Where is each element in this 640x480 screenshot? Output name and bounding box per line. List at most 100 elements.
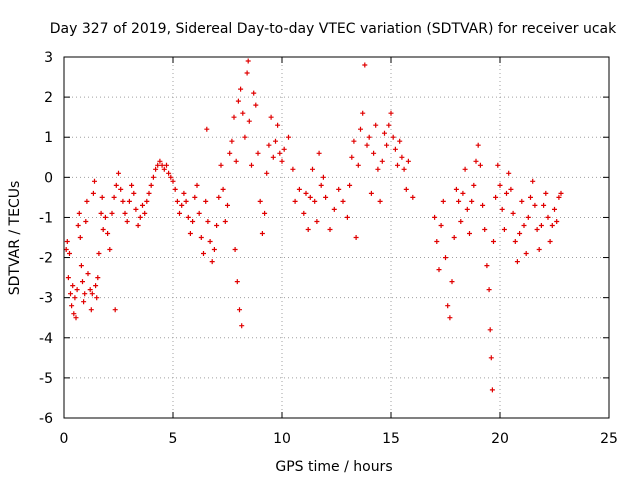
data-point	[549, 223, 555, 228]
data-point	[536, 247, 542, 252]
data-point	[90, 190, 96, 196]
data-point	[371, 150, 377, 156]
data-point	[116, 170, 121, 176]
data-point	[244, 70, 250, 76]
data-point	[183, 198, 189, 204]
data-point	[307, 194, 313, 200]
data-point	[146, 190, 152, 196]
data-point	[445, 303, 451, 309]
data-point	[290, 166, 296, 172]
data-point	[395, 162, 400, 168]
data-point	[161, 166, 167, 172]
data-point	[257, 198, 263, 204]
data-point	[249, 162, 254, 168]
data-point	[216, 194, 222, 200]
data-point	[204, 126, 210, 132]
y-tick-label: 2	[44, 90, 53, 106]
data-point	[486, 287, 492, 293]
data-point	[462, 166, 468, 172]
data-point	[488, 355, 494, 361]
data-point	[501, 227, 507, 232]
data-point	[168, 174, 174, 180]
data-point	[491, 239, 496, 244]
data-point	[434, 239, 440, 244]
data-point	[150, 174, 156, 180]
data-point	[231, 114, 237, 120]
data-point	[270, 154, 276, 160]
data-point	[471, 182, 477, 188]
y-tick-label: 1	[44, 130, 53, 146]
data-point	[148, 182, 154, 188]
data-point	[65, 275, 71, 281]
data-point	[246, 118, 252, 124]
data-point	[403, 186, 409, 192]
data-point	[155, 162, 161, 168]
data-point	[554, 219, 560, 224]
grid-lines	[64, 57, 609, 418]
data-point	[177, 210, 182, 216]
data-point	[327, 227, 333, 232]
data-point	[120, 198, 126, 204]
x-tick-label: 20	[491, 431, 509, 447]
data-point	[440, 198, 446, 204]
data-point	[275, 122, 281, 128]
data-point	[203, 198, 209, 204]
data-point	[523, 251, 529, 256]
data-point	[142, 210, 148, 216]
data-point	[497, 182, 503, 188]
data-point	[80, 279, 85, 285]
data-point	[521, 223, 527, 228]
data-point	[220, 186, 226, 192]
y-tick-labels: -6 -5 -4 -3 -2 -1 0 1 2 3	[39, 50, 53, 427]
data-point	[95, 275, 101, 281]
data-point	[508, 186, 514, 192]
data-point	[233, 158, 239, 164]
data-point	[87, 287, 93, 293]
data-point	[229, 138, 235, 144]
data-point	[126, 198, 132, 204]
data-point	[131, 190, 137, 196]
data-point	[362, 62, 368, 68]
data-point	[83, 219, 89, 224]
data-point	[449, 279, 455, 285]
data-point	[240, 110, 246, 116]
x-tick-label: 5	[169, 431, 178, 447]
data-point	[438, 223, 444, 228]
data-point	[532, 202, 538, 208]
data-point	[137, 214, 143, 220]
data-point	[268, 114, 274, 120]
data-point	[218, 162, 224, 168]
x-axis-title: GPS time / hours	[275, 459, 392, 475]
data-point	[211, 247, 217, 252]
data-point	[190, 219, 196, 224]
data-point	[388, 110, 394, 116]
data-point	[98, 210, 104, 216]
data-point	[227, 150, 233, 156]
data-series	[63, 58, 564, 393]
data-point	[88, 307, 94, 313]
data-point	[528, 194, 533, 200]
data-point	[436, 267, 442, 273]
data-point	[264, 170, 270, 176]
data-point	[198, 235, 204, 240]
data-point	[89, 291, 95, 297]
data-point	[153, 166, 159, 172]
data-point	[499, 206, 505, 212]
y-tick-label: -4	[39, 331, 53, 347]
data-point	[489, 387, 495, 393]
data-point	[94, 295, 100, 301]
data-point	[262, 210, 268, 216]
data-point	[172, 186, 178, 192]
data-point	[70, 283, 76, 289]
data-point	[467, 231, 472, 236]
data-point	[273, 138, 278, 144]
data-point	[232, 247, 238, 252]
data-point	[482, 227, 488, 232]
data-point	[185, 214, 191, 220]
data-point	[157, 158, 163, 164]
data-point	[242, 134, 248, 140]
data-point	[390, 134, 396, 140]
data-point	[109, 210, 115, 216]
data-point	[100, 227, 106, 232]
x-tick-label: 15	[382, 431, 400, 447]
